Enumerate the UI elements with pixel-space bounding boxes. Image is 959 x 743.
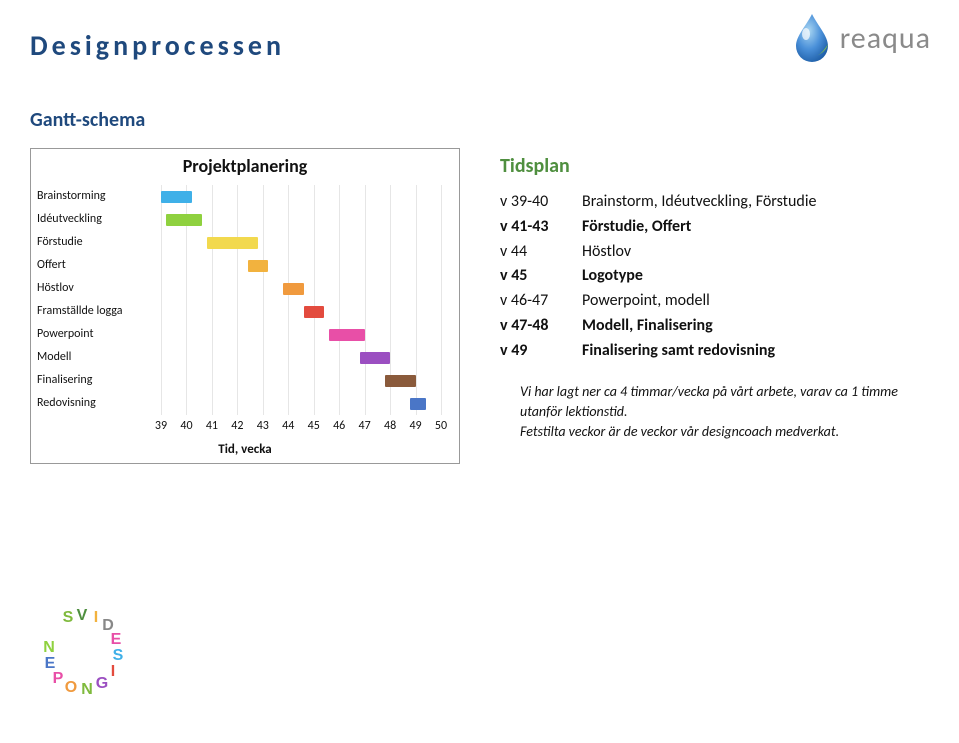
tidsplan-title: Tidsplan [500,154,920,178]
chart-gridline [416,185,417,415]
chart-gridline [314,185,315,415]
chart-title: Projektplanering [31,155,459,177]
tidsplan-week: v 47-48 [500,314,582,339]
tidsplan-row: v 49Finalisering samt redovisning [500,339,920,364]
svg-text:S: S [113,647,124,664]
chart-row-label: Modell [37,350,157,364]
tidsplan-desc: Logotype [582,264,643,289]
chart-gridline [339,185,340,415]
svg-text:E: E [45,655,56,672]
chart-row-label: Powerpoint [37,327,157,341]
chart-x-tick: 43 [251,419,275,433]
brand-name: reaqua [840,20,931,57]
chart-x-tick: 39 [149,419,173,433]
chart-bar [161,191,192,203]
svid-logo: S V I D E S I G N O P E N [30,598,140,713]
chart-bar [329,329,365,341]
page-title: Designprocessen [30,28,285,63]
chart-x-tick: 42 [225,419,249,433]
tidsplan-desc: Höstlov [582,240,631,265]
tidsplan-row: v 45Logotype [500,264,920,289]
chart-gridline [288,185,289,415]
tidsplan-desc: Brainstorm, Idéutveckling, Förstudie [582,190,816,215]
svg-text:I: I [94,609,98,626]
chart-x-tick: 48 [378,419,402,433]
tidsplan-row: v 41-43Förstudie, Offert [500,215,920,240]
tidsplan-week: v 46-47 [500,289,582,314]
chart-row-label: Finalisering [37,373,157,387]
chart-x-tick: 47 [353,419,377,433]
chart-bar [360,352,391,364]
chart-row-label: Förstudie [37,235,157,249]
tidsplan-desc: Powerpoint, modell [582,289,710,314]
chart-row-label: Redovisning [37,396,157,410]
svg-text:E: E [111,631,122,648]
tidsplan-week: v 44 [500,240,582,265]
tidsplan-table: v 39-40Brainstorm, Idéutveckling, Förstu… [500,190,920,364]
tidsplan-week: v 41-43 [500,215,582,240]
note-line-2: Fetstilta veckor är de veckor vår design… [520,423,839,440]
section-title: Gantt-schema [30,108,145,132]
chart-gridline [263,185,264,415]
chart-row-label: Framställde logga [37,304,157,318]
chart-bar [248,260,268,272]
chart-gridline [212,185,213,415]
svg-text:G: G [96,675,108,692]
svg-text:I: I [111,663,115,680]
tidsplan-desc: Modell, Finalisering [582,314,713,339]
chart-bar [207,237,258,249]
tidsplan-row: v 47-48Modell, Finalisering [500,314,920,339]
chart-x-tick: 50 [429,419,453,433]
tidsplan-row: v 44Höstlov [500,240,920,265]
chart-x-tick: 45 [302,419,326,433]
chart-plot-area [161,185,441,415]
tidsplan-note: Vi har lagt ner ca 4 timmar/vecka på vår… [500,382,920,443]
chart-x-tick: 46 [327,419,351,433]
tidsplan-week: v 49 [500,339,582,364]
chart-gridline [365,185,366,415]
chart-row-label: Brainstorming [37,189,157,203]
svg-text:P: P [53,670,64,687]
svg-text:N: N [81,681,93,698]
chart-bar [385,375,416,387]
tidsplan-week: v 45 [500,264,582,289]
chart-gridline [161,185,162,415]
chart-bar [304,306,324,318]
svg-text:N: N [43,639,55,656]
tidsplan-week: v 39-40 [500,190,582,215]
chart-row-label: Höstlov [37,281,157,295]
chart-bar [410,398,425,410]
chart-x-tick: 41 [200,419,224,433]
chart-x-tick: 44 [276,419,300,433]
chart-gridline [237,185,238,415]
tidsplan-row: v 46-47Powerpoint, modell [500,289,920,314]
chart-bar [166,214,202,226]
chart-row-label: Idéutveckling [37,212,157,226]
tidsplan-desc: Finalisering samt redovisning [582,339,775,364]
chart-x-tick: 40 [174,419,198,433]
chart-bar [283,283,303,295]
chart-x-axis-title: Tid, vecka [31,442,459,457]
svg-text:S: S [63,609,74,626]
note-line-1: Vi har lagt ner ca 4 timmar/vecka på vår… [520,383,898,420]
chart-row-label: Offert [37,258,157,272]
brand-logo: reaqua [790,12,931,64]
tidsplan-desc: Förstudie, Offert [582,215,691,240]
svg-text:V: V [77,607,88,624]
gantt-chart: Projektplanering Tid, vecka 394041424344… [30,148,460,464]
tidsplan-panel: Tidsplan v 39-40Brainstorm, Idéutvecklin… [500,154,920,442]
chart-gridline [441,185,442,415]
droplet-icon [790,12,834,64]
chart-x-tick: 49 [404,419,428,433]
tidsplan-row: v 39-40Brainstorm, Idéutveckling, Förstu… [500,190,920,215]
svg-text:O: O [65,679,77,696]
